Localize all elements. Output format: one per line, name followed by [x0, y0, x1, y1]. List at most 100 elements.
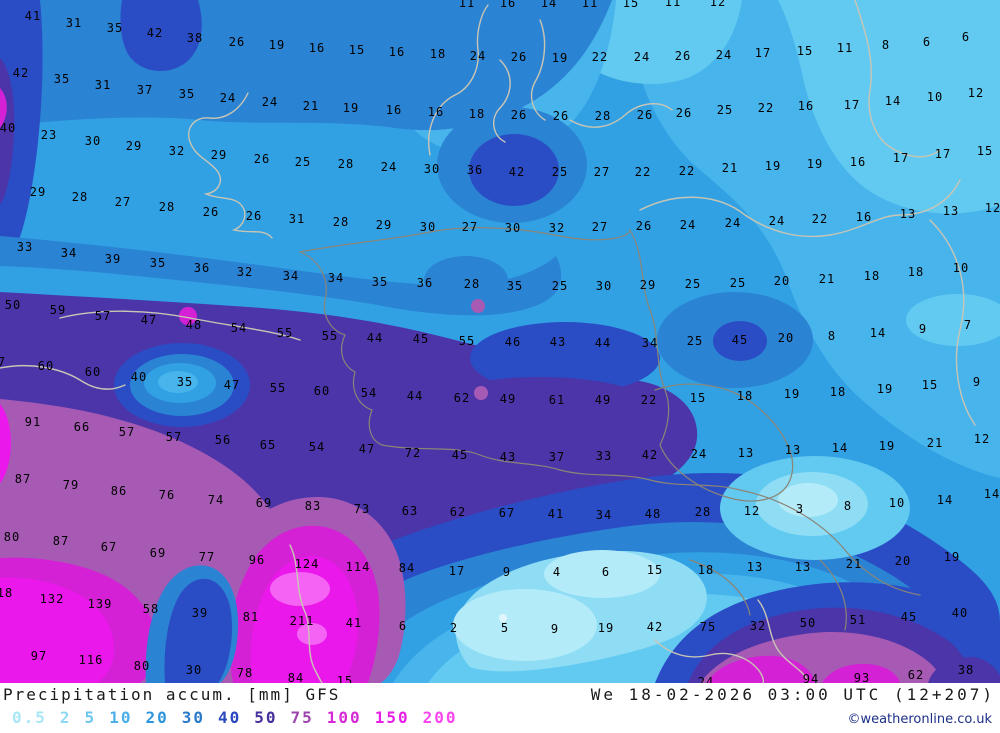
grid-value: 76	[158, 488, 176, 502]
grid-value: 24	[679, 218, 697, 232]
grid-value: 83	[304, 499, 322, 513]
grid-value: 22	[634, 165, 652, 179]
grid-value: 35	[371, 275, 389, 289]
grid-value: 16	[388, 45, 406, 59]
precipitation-contours	[0, 0, 1000, 683]
grid-value: 14	[983, 487, 1000, 501]
grid-value: 28	[332, 215, 350, 229]
legend-value: 30	[181, 708, 205, 727]
grid-value: 17	[754, 46, 772, 60]
grid-value: 50	[799, 616, 817, 630]
grid-value: 28	[594, 109, 612, 123]
grid-value: 42	[12, 66, 30, 80]
grid-value: 28	[694, 505, 712, 519]
grid-value: 16	[427, 105, 445, 119]
grid-value: 18	[863, 269, 881, 283]
grid-value: 25	[551, 279, 569, 293]
grid-value: 29	[29, 185, 47, 199]
grid-value: 60	[84, 365, 102, 379]
grid-value: 27	[593, 165, 611, 179]
grid-value: 45	[731, 333, 749, 347]
grid-value: 25	[551, 165, 569, 179]
grid-value: 42	[146, 26, 164, 40]
grid-value: 8	[843, 499, 853, 513]
grid-value: 15	[796, 44, 814, 58]
grid-value: 19	[943, 550, 961, 564]
grid-value: 19	[342, 101, 360, 115]
grid-value: 29	[375, 218, 393, 232]
grid-value: 26	[202, 205, 220, 219]
grid-value: 13	[794, 560, 812, 574]
grid-value: 87	[52, 534, 70, 548]
legend-value: 75	[290, 708, 314, 727]
grid-value: 19	[597, 621, 615, 635]
grid-value: 9	[972, 375, 982, 389]
grid-value: 211	[289, 614, 315, 628]
grid-value: 75	[699, 620, 717, 634]
grid-value: 55	[321, 329, 339, 343]
grid-value: 25	[729, 276, 747, 290]
grid-value: 22	[811, 212, 829, 226]
grid-value: 30	[504, 221, 522, 235]
grid-value: 18	[697, 563, 715, 577]
grid-value: 14	[869, 326, 887, 340]
grid-value: 16	[797, 99, 815, 113]
grid-value: 25	[684, 277, 702, 291]
grid-value: 55	[276, 326, 294, 340]
grid-value: 12	[743, 504, 761, 518]
grid-value: 124	[294, 557, 320, 571]
grid-value: 63	[401, 504, 419, 518]
grid-value: 19	[878, 439, 896, 453]
grid-value: 18	[429, 47, 447, 61]
grid-value: 26	[253, 152, 271, 166]
grid-value: 25	[716, 103, 734, 117]
grid-value: 32	[236, 265, 254, 279]
grid-value: 13	[737, 446, 755, 460]
grid-value: 19	[268, 38, 286, 52]
grid-value: 28	[337, 157, 355, 171]
grid-value: 30	[419, 220, 437, 234]
grid-value: 12	[984, 201, 1000, 215]
grid-value: 43	[549, 335, 567, 349]
status-bar: Precipitation accum. [mm] GFS We 18-02-2…	[0, 683, 1000, 733]
grid-value: 87	[14, 472, 32, 486]
grid-value: 17	[843, 98, 861, 112]
grid-value: 93	[853, 671, 871, 683]
grid-value: 19	[783, 387, 801, 401]
grid-value: 47	[223, 378, 241, 392]
grid-value: 24	[768, 214, 786, 228]
grid-value: 15	[336, 674, 354, 683]
grid-value: 23	[40, 128, 58, 142]
grid-value: 40	[951, 606, 969, 620]
grid-value: 57	[165, 430, 183, 444]
grid-value: 84	[287, 671, 305, 683]
grid-value: 132	[39, 592, 65, 606]
grid-value: 31	[65, 16, 83, 30]
grid-value: 55	[269, 381, 287, 395]
grid-value: 16	[385, 103, 403, 117]
copyright-link[interactable]: ©weatheronline.co.uk	[847, 712, 992, 727]
legend-value: 150	[374, 708, 410, 727]
grid-value: 50	[4, 298, 22, 312]
grid-value: 24	[261, 95, 279, 109]
grid-value: 66	[73, 420, 91, 434]
grid-value: 45	[900, 610, 918, 624]
grid-value: 34	[641, 336, 659, 350]
grid-value: 59	[49, 303, 67, 317]
grid-value: 57	[94, 309, 112, 323]
legend-value: 10	[109, 708, 133, 727]
grid-value: 7	[0, 355, 7, 369]
grid-value: 7	[963, 318, 973, 332]
grid-value: 26	[635, 219, 653, 233]
grid-value: 24	[715, 48, 733, 62]
grid-value: 35	[53, 72, 71, 86]
grid-value: 34	[60, 246, 78, 260]
legend-value: 50	[254, 708, 278, 727]
grid-value: 38	[957, 663, 975, 677]
grid-value: 13	[942, 204, 960, 218]
grid-value: 69	[255, 496, 273, 510]
grid-value: 9	[550, 622, 560, 636]
grid-value: 39	[104, 252, 122, 266]
grid-value: 47	[358, 442, 376, 456]
grid-value: 33	[595, 449, 613, 463]
